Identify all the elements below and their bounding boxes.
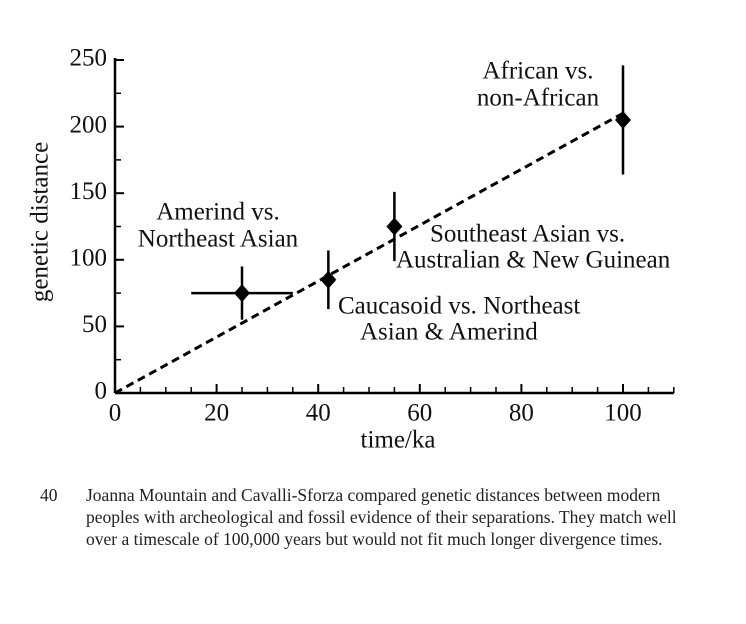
x-axis-label: time/ka	[361, 427, 436, 454]
y-tick-label: 250	[70, 45, 108, 72]
x-tick-label: 20	[204, 400, 229, 427]
y-tick-label: 0	[95, 378, 108, 405]
annotation: African vs.	[482, 58, 593, 85]
x-tick-label: 80	[509, 400, 534, 427]
y-tick-label: 200	[70, 111, 108, 138]
y-tick-label: 150	[70, 178, 108, 205]
point	[386, 217, 403, 236]
trend-line	[114, 111, 624, 395]
annotation: Caucasoid vs. Northeast	[338, 293, 580, 320]
x-tick-label: 0	[109, 400, 122, 427]
point	[320, 270, 337, 289]
x-tick-label: 100	[604, 400, 642, 427]
y-axis-label: genetic distance	[27, 142, 54, 302]
figure-number: 40	[40, 485, 58, 505]
x-tick-label: 60	[407, 400, 432, 427]
annotation: Australian & New Guinean	[396, 247, 671, 274]
point	[234, 284, 250, 303]
chart: time/ka genetic distance 0 20 40 60 80 100 0 50…	[27, 45, 675, 454]
x-tick-label: 40	[306, 400, 331, 427]
annotation: Northeast Asian	[138, 226, 299, 253]
annotation: Amerind vs.	[156, 199, 280, 226]
annotation: Southeast Asian vs.	[430, 221, 625, 248]
y-tick-label: 50	[82, 311, 107, 338]
annotation: Asian & Amerind	[360, 319, 538, 346]
annotation: non-African	[477, 85, 600, 112]
point	[615, 110, 631, 129]
y-tick-label: 100	[70, 245, 108, 272]
caption: Joanna Mountain and Cavalli-Sforza compa…	[86, 485, 677, 549]
caption-block: 40 Joanna Mountain and Cavalli-Sforza co…	[40, 484, 680, 550]
